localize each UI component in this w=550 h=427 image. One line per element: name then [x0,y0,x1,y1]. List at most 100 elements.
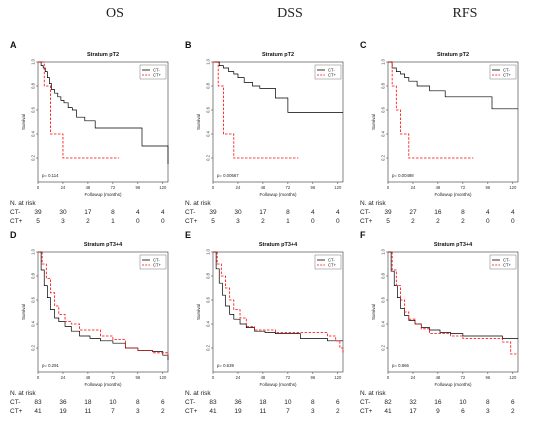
x-tick-label: 24 [61,185,66,190]
y-axis-label: Survival [21,304,26,320]
x-tick-label: 72 [461,185,466,190]
risk-count: 83 [34,399,42,406]
km-plot: Stratum pT3+4 0 24 48 72 96 120 0.2 0.4 0.6 0.8 1.0… [196,242,344,387]
plot-frame [212,251,344,373]
risk-count: 30 [234,209,242,216]
risk-row-ct-minus: CT- 39 30 17 8 4 4 [185,209,357,218]
risk-count: 41 [384,408,392,415]
y-tick-label: 0.6 [31,296,36,302]
risk-table: N. at risk CT- 83 36 18 10 8 6 CT+ 41 19 11 7 3 2 [185,390,357,420]
km-plot: Stratum pT3+4 0 24 48 72 96 120 0.2 0.4 0.6 0.8 1.0… [21,242,169,387]
risk-count: 2 [261,218,265,225]
risk-count: 27 [409,209,417,216]
risk-count: 8 [111,209,115,216]
legend-box [314,254,342,270]
x-tick-label: 120 [159,375,167,380]
km-plot: Stratum pT3+4 0 24 48 72 96 120 0.2 0.4 0.6 0.8 1.0… [371,242,519,387]
risk-count: 7 [111,408,115,415]
risk-row-ct-plus: CT+ 41 19 11 7 3 2 [10,408,182,417]
y-tick-label: 0.6 [206,296,211,302]
y-tick-label: 0.6 [31,106,36,112]
km-panel-f: F Stratum pT3+4 0 24 48 72 96 120 0.2 0.4 0.6 0.8 1.… [358,230,533,420]
risk-row-label: CT+ [360,218,373,225]
risk-row-label: CT- [360,209,371,216]
panel-label: D [10,230,17,240]
p-value: p= 0.00667 [217,173,239,178]
x-tick-label: 0 [212,375,215,380]
y-axis-label: Survival [371,114,376,130]
panel-label: E [185,230,192,240]
x-tick-label: 96 [311,185,316,190]
risk-count: 3 [236,218,240,225]
risk-table-heading: N. at risk [10,390,36,397]
legend-label: CT+ [153,263,162,268]
risk-table-heading: N. at risk [185,200,211,207]
plot-frame [37,61,169,183]
x-axis-label: Followup (months) [434,192,472,197]
x-tick-label: 24 [411,375,416,380]
risk-count: 16 [434,209,442,216]
y-tick-label: 1.0 [381,58,386,64]
legend-box [489,64,517,80]
km-curve-ct-minus [388,61,518,110]
x-tick-label: 48 [436,375,441,380]
risk-count: 2 [411,218,415,225]
risk-table: N. at risk CT- 83 36 18 10 8 6 CT+ 41 19 11 7 3 2 [10,390,182,420]
km-plot: Stratum pT2 0 24 48 72 96 120 0.2 0.4 0.6 0.8 1.0 Fo… [371,52,519,197]
y-tick-label: 0.8 [31,82,36,88]
x-axis-label: Followup (months) [84,382,122,387]
x-tick-label: 48 [261,185,266,190]
risk-count: 6 [335,399,340,406]
risk-count: 82 [384,399,392,406]
risk-count: 0 [335,218,340,225]
plot-title: Stratum pT2 [437,52,469,58]
y-tick-label: 0.8 [381,82,386,88]
x-tick-label: 120 [509,185,517,190]
y-tick-label: 0.2 [206,344,211,350]
y-tick-label: 0.2 [31,344,36,350]
risk-count: 0 [486,218,490,225]
y-tick-label: 0.8 [381,272,386,278]
km-panel-d: D Stratum pT3+4 0 24 48 72 96 120 0.2 0.4 0.6 0.8 1.… [8,230,183,420]
legend-label: CT- [503,68,510,73]
risk-row-label: CT- [10,399,21,406]
x-tick-label: 120 [509,375,517,380]
km-curve-ct-plus [388,61,474,159]
y-tick-label: 0.2 [206,154,211,160]
risk-count: 4 [486,209,490,216]
risk-count: 3 [61,218,65,225]
risk-count: 18 [84,399,92,406]
y-tick-label: 0.6 [381,296,386,302]
risk-count: 5 [211,218,215,225]
x-tick-label: 120 [334,375,342,380]
y-tick-label: 1.0 [206,58,211,64]
risk-count: 1 [111,218,115,225]
y-tick-label: 0.2 [31,154,36,160]
risk-count: 5 [386,218,390,225]
column-header-rfs: RFS [452,6,478,21]
risk-row-ct-plus: CT+ 5 3 2 1 0 0 [185,218,357,227]
risk-row-label: CT+ [10,408,23,415]
y-tick-label: 0.2 [381,154,386,160]
risk-count: 6 [461,408,465,415]
risk-count: 19 [234,408,242,415]
p-value: p= 0.639 [217,363,234,368]
risk-row-ct-minus: CT- 83 36 18 10 8 6 [10,399,182,408]
x-tick-label: 96 [136,375,141,380]
y-tick-label: 0.4 [381,130,386,136]
y-tick-label: 0.8 [206,82,211,88]
x-tick-label: 48 [86,375,91,380]
legend-box [489,254,517,270]
risk-row-ct-minus: CT- 39 30 17 8 4 4 [10,209,182,218]
x-tick-label: 72 [461,375,466,380]
risk-count: 30 [59,209,67,216]
risk-count: 2 [335,408,340,415]
risk-count: 8 [311,399,315,406]
risk-count: 0 [136,218,140,225]
risk-row-label: CT- [185,209,196,216]
risk-row-label: CT- [185,399,196,406]
y-tick-label: 1.0 [31,58,36,64]
plot-title: Stratum pT3+4 [434,242,473,248]
risk-row-ct-plus: CT+ 5 3 2 1 0 0 [10,218,182,227]
risk-count: 6 [160,399,165,406]
